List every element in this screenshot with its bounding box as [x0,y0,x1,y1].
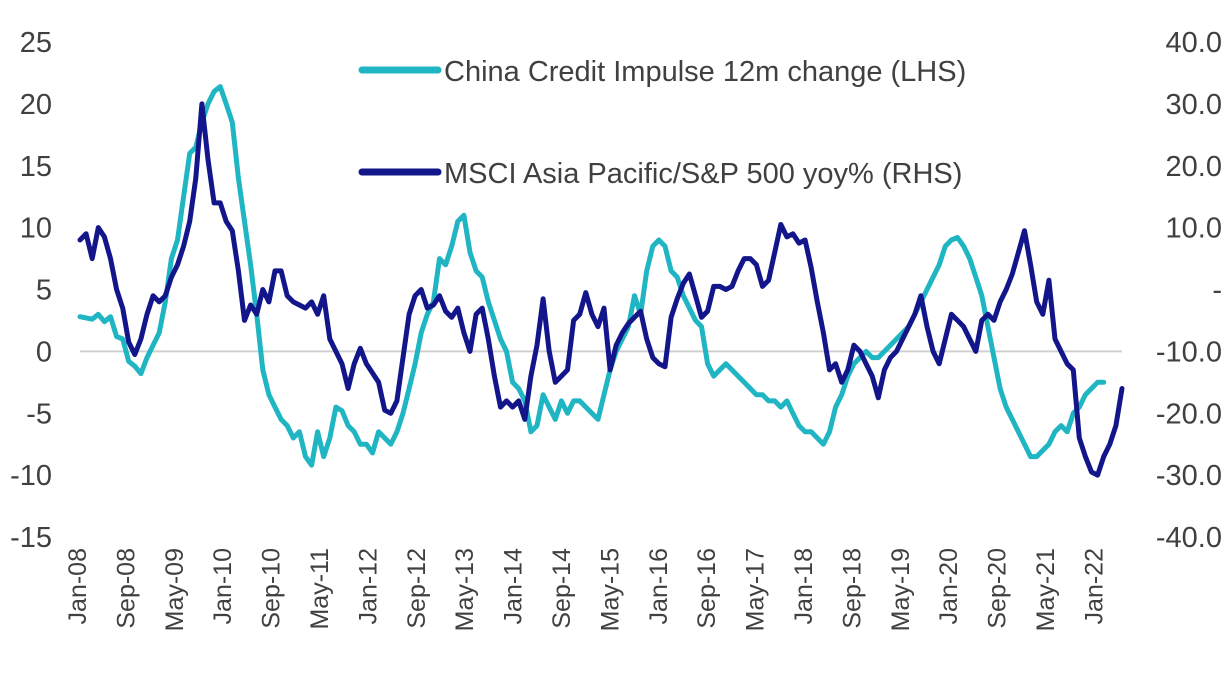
x-tick-label: Sep-20 [984,548,1012,629]
series-line-china-credit-impulse [77,84,1107,468]
legend: China Credit Impulse 12m change (LHS) MS… [358,56,966,190]
y-left-tick-label: 0 [36,336,52,368]
y-left-tick-label: 5 [36,275,52,307]
y-left-tick-label: 10 [20,213,52,245]
x-tick-label: May-19 [887,548,915,631]
legend-label-msci-asia-pacific: MSCI Asia Pacific/S&P 500 yoy% (RHS) [444,158,962,190]
y-left-tick-label: -10 [10,460,52,492]
x-tick-label: May-21 [1032,548,1060,631]
legend-label-china-credit-impulse: China Credit Impulse 12m change (LHS) [444,56,966,88]
series-line-msci-asia-pacific [77,101,1125,478]
x-tick-label: Sep-12 [403,548,431,629]
x-tick-label: May-09 [161,548,189,631]
y-right-tick-label: - [1212,275,1222,307]
y-right-tick-label: -20.0 [1156,398,1222,430]
y-right-tick-label: 10.0 [1166,213,1222,245]
y-left-tick-label: -15 [10,522,52,554]
x-tick-label: May-15 [596,548,624,631]
y-left-tick-label: 20 [20,89,52,121]
series-layer [77,84,1125,478]
x-tick-label: Sep-16 [693,548,721,629]
y-axis-left: 25 20 15 10 5 0 -5 -10 -15 [10,27,52,554]
x-tick-label: Sep-18 [838,548,866,629]
x-tick-label: Sep-08 [112,548,140,629]
x-tick-label: May-17 [742,548,770,631]
x-tick-label: Jan-18 [790,548,818,624]
x-tick-label: Sep-14 [548,548,576,629]
x-tick-label: Sep-10 [258,548,286,629]
y-right-tick-label: 30.0 [1166,89,1222,121]
y-axis-right: 40.0 30.0 20.0 10.0 - -10.0 -20.0 -30.0 -40.0 [1156,27,1222,554]
y-left-tick-label: 25 [20,27,52,59]
y-right-tick-label: 40.0 [1166,27,1222,59]
y-right-tick-label: -40.0 [1156,522,1222,554]
x-tick-label: Jan-16 [645,548,673,624]
x-tick-label: Jan-08 [64,548,92,624]
x-tick-label: Jan-22 [1080,548,1108,624]
x-tick-label: May-13 [451,548,479,631]
x-tick-label: May-11 [306,548,334,630]
x-tick-label: Jan-12 [354,548,382,624]
x-tick-label: Jan-20 [935,548,963,624]
y-left-tick-label: 15 [20,151,52,183]
x-tick-label: Jan-14 [500,548,528,625]
y-right-tick-label: -30.0 [1156,460,1222,492]
x-axis: Jan-08 Sep-08 May-09 Jan-10 Sep-10 May-11 Jan-… [64,548,1108,631]
x-tick-label: Jan-10 [209,548,237,624]
y-right-tick-label: -10.0 [1156,336,1222,368]
y-left-tick-label: -5 [26,398,52,430]
y-right-tick-label: 20.0 [1166,151,1222,183]
